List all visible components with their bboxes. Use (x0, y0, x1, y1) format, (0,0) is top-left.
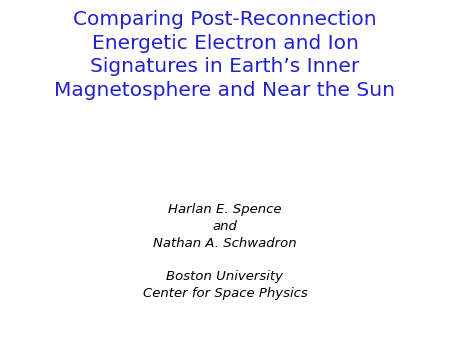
Text: Harlan E. Spence
and
Nathan A. Schwadron: Harlan E. Spence and Nathan A. Schwadron (153, 203, 297, 250)
Text: Boston University
Center for Space Physics: Boston University Center for Space Physi… (143, 270, 307, 300)
Text: Comparing Post-Reconnection
Energetic Electron and Ion
Signatures in Earth’s Inn: Comparing Post-Reconnection Energetic El… (54, 10, 396, 100)
